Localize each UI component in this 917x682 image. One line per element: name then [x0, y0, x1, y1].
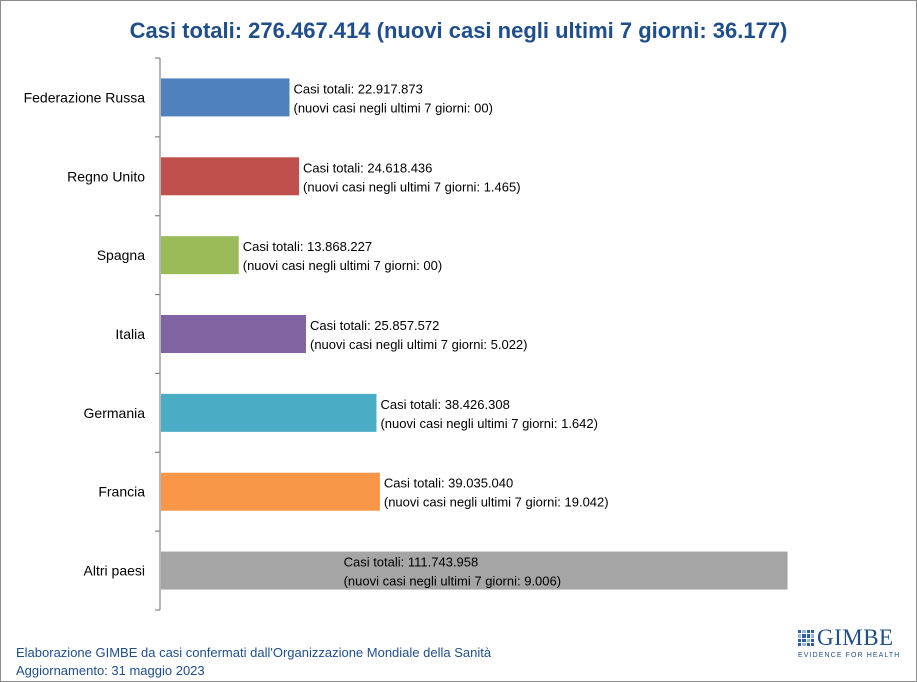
bar-data-label: Casi totali: 22.917.873 [294, 81, 423, 96]
logo-wordmark: GIMBE [817, 625, 894, 650]
chart-title: Casi totali: 276.467.414 (nuovi casi neg… [129, 18, 788, 43]
bar-data-label: Casi totali: 25.857.572 [310, 318, 439, 333]
footer: Elaborazione GIMBE da casi confermati da… [16, 644, 491, 680]
category-label: Altri paesi [84, 563, 145, 579]
bar-data-label: Casi totali: 111.743.958 [344, 555, 479, 570]
bar-data-label: (nuovi casi negli ultimi 7 giorni: 00) [243, 258, 442, 273]
bar-data-label: Casi totali: 13.868.227 [243, 239, 372, 254]
category-label: Francia [98, 484, 145, 500]
category-label: Spagna [97, 247, 145, 263]
bar-data-label: Casi totali: 39.035.040 [384, 476, 513, 491]
logo-grid-icon [798, 630, 814, 646]
category-label: Italia [115, 326, 145, 342]
bar [161, 78, 290, 117]
bar [161, 393, 377, 432]
bar [161, 551, 788, 590]
bar-data-label: (nuovi casi negli ultimi 7 giorni: 1.465… [303, 179, 520, 194]
bar-data-label: Casi totali: 38.426.308 [380, 397, 509, 412]
bar-data-label: (nuovi casi negli ultimi 7 giorni: 19.04… [384, 495, 609, 510]
logo-tagline: EVIDENCE FOR HEALTH [798, 652, 901, 659]
bar-data-label: (nuovi casi negli ultimi 7 giorni: 5.022… [310, 337, 527, 352]
footer-source: Elaborazione GIMBE da casi confermati da… [16, 645, 492, 660]
bar [161, 472, 380, 511]
bar [161, 157, 300, 196]
bar [161, 236, 239, 275]
category-label: Germania [84, 405, 146, 421]
category-label: Federazione Russa [24, 89, 146, 105]
bar [161, 315, 306, 353]
bar-data-label: (nuovi casi negli ultimi 7 giorni: 9.006… [344, 574, 562, 589]
bar-data-label: (nuovi casi negli ultimi 7 giorni: 00) [294, 100, 493, 115]
footer-update: Aggiornamento: 31 maggio 2023 [16, 663, 205, 678]
bar-data-label: (nuovi casi negli ultimi 7 giorni: 1.642… [380, 416, 598, 431]
bar-data-label: Casi totali: 24.618.436 [303, 160, 432, 175]
gimbe-logo: GIMBE EVIDENCE FOR HEALTH [798, 625, 901, 664]
category-label: Regno Unito [67, 168, 145, 184]
